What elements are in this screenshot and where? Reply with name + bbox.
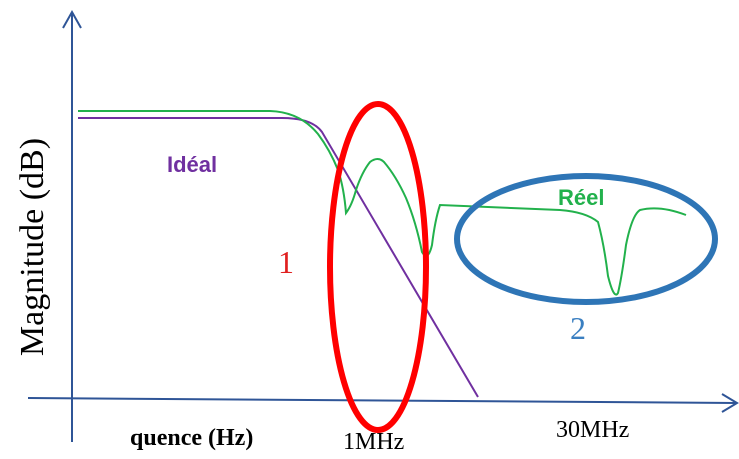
x-axis [27, 397, 737, 404]
x-axis-arrowhead [721, 393, 739, 413]
region-1-ellipse [327, 101, 429, 433]
ideal-curve [78, 117, 479, 398]
region-2-label: 2 [570, 310, 586, 346]
real-label: Réel [558, 185, 605, 210]
real-curve [78, 110, 687, 296]
tick-label-1mhz: 1MHz [343, 429, 405, 455]
y-axis-arrowhead [62, 9, 82, 29]
region-2-ellipse [454, 173, 718, 305]
tick-label-30mhz: 30MHz [556, 417, 630, 443]
y-axis-label: Magnitude (dB) [14, 137, 51, 357]
ideal-label: Idéal [167, 152, 218, 177]
region-1-label: 1 [278, 244, 294, 280]
x-axis-label: quence (Hz) [130, 425, 254, 451]
